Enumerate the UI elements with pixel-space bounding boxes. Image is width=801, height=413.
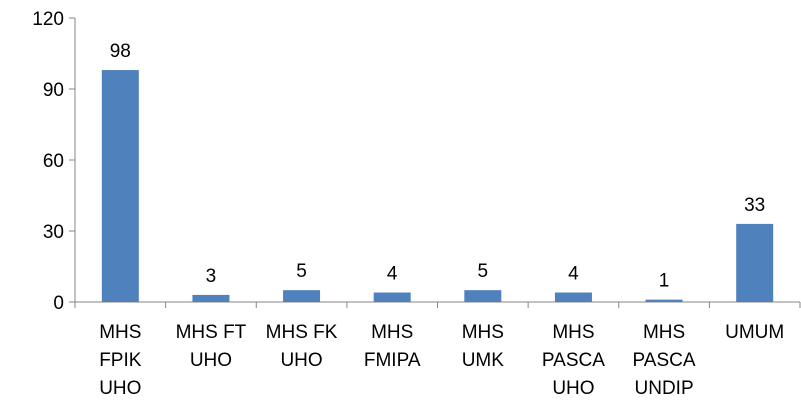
y-tick-label: 90 bbox=[43, 80, 64, 101]
category-label: MHS FPIK UHO bbox=[99, 322, 142, 399]
category-label-line: FMIPA bbox=[364, 350, 421, 371]
category-label-line: UHO bbox=[99, 378, 141, 399]
y-tick-label: 60 bbox=[43, 151, 64, 172]
bars bbox=[101, 70, 774, 302]
category-label: MHS FMIPA bbox=[364, 322, 421, 371]
category-label-line: UHO bbox=[280, 350, 322, 371]
data-label: 33 bbox=[744, 195, 765, 216]
data-label: 5 bbox=[296, 261, 307, 282]
category-label-line: UHO bbox=[190, 350, 232, 371]
category-label-line: PASCA bbox=[542, 350, 605, 371]
bar bbox=[464, 290, 502, 302]
bar bbox=[192, 294, 230, 302]
y-tick-label: 120 bbox=[32, 9, 64, 30]
category-label: MHS FT UHO bbox=[176, 322, 247, 371]
category-label-line: PASCA bbox=[633, 350, 696, 371]
bar bbox=[101, 70, 139, 302]
bar bbox=[373, 292, 411, 302]
bar bbox=[645, 299, 683, 302]
data-label: 4 bbox=[568, 264, 579, 285]
category-label-line: MHS bbox=[371, 322, 413, 343]
category-label: MHS PASCA UHO bbox=[542, 322, 605, 399]
y-axis: 0 30 60 90 120 bbox=[32, 9, 76, 314]
data-label: 3 bbox=[206, 266, 217, 287]
x-axis bbox=[74, 301, 801, 308]
data-label: 98 bbox=[110, 41, 131, 62]
y-tick-label: 0 bbox=[53, 293, 64, 314]
category-label-line: MHS FK bbox=[266, 322, 338, 343]
bar bbox=[283, 290, 321, 302]
category-label-line: MHS FT bbox=[176, 322, 247, 343]
category-label-line: FPIK bbox=[99, 350, 142, 371]
bar bbox=[554, 292, 592, 302]
category-label-line: MHS bbox=[462, 322, 504, 343]
category-label-line: UMUM bbox=[725, 322, 784, 343]
bar bbox=[736, 223, 774, 302]
data-label: 1 bbox=[659, 271, 670, 292]
category-label: MHS FK UHO bbox=[266, 322, 338, 371]
category-label: MHS UMK bbox=[462, 322, 505, 371]
category-label-line: MHS bbox=[552, 322, 594, 343]
category-label-line: UNDIP bbox=[635, 378, 694, 399]
category-label-line: MHS bbox=[643, 322, 685, 343]
category-label-line: UMK bbox=[462, 350, 505, 371]
category-label: MHS PASCA UNDIP bbox=[633, 322, 696, 399]
y-tick-label: 30 bbox=[43, 222, 64, 243]
category-label-line: UHO bbox=[552, 378, 594, 399]
data-label: 5 bbox=[478, 261, 489, 282]
category-labels: MHS FPIK UHO MHS FT UHO MHS FK UHO MHS FMIPA MHS U… bbox=[99, 322, 784, 399]
data-label: 4 bbox=[387, 264, 398, 285]
category-label-line: MHS bbox=[99, 322, 141, 343]
category-label: UMUM bbox=[725, 322, 784, 343]
data-labels: 98 3 5 4 5 4 1 33 bbox=[110, 41, 766, 292]
